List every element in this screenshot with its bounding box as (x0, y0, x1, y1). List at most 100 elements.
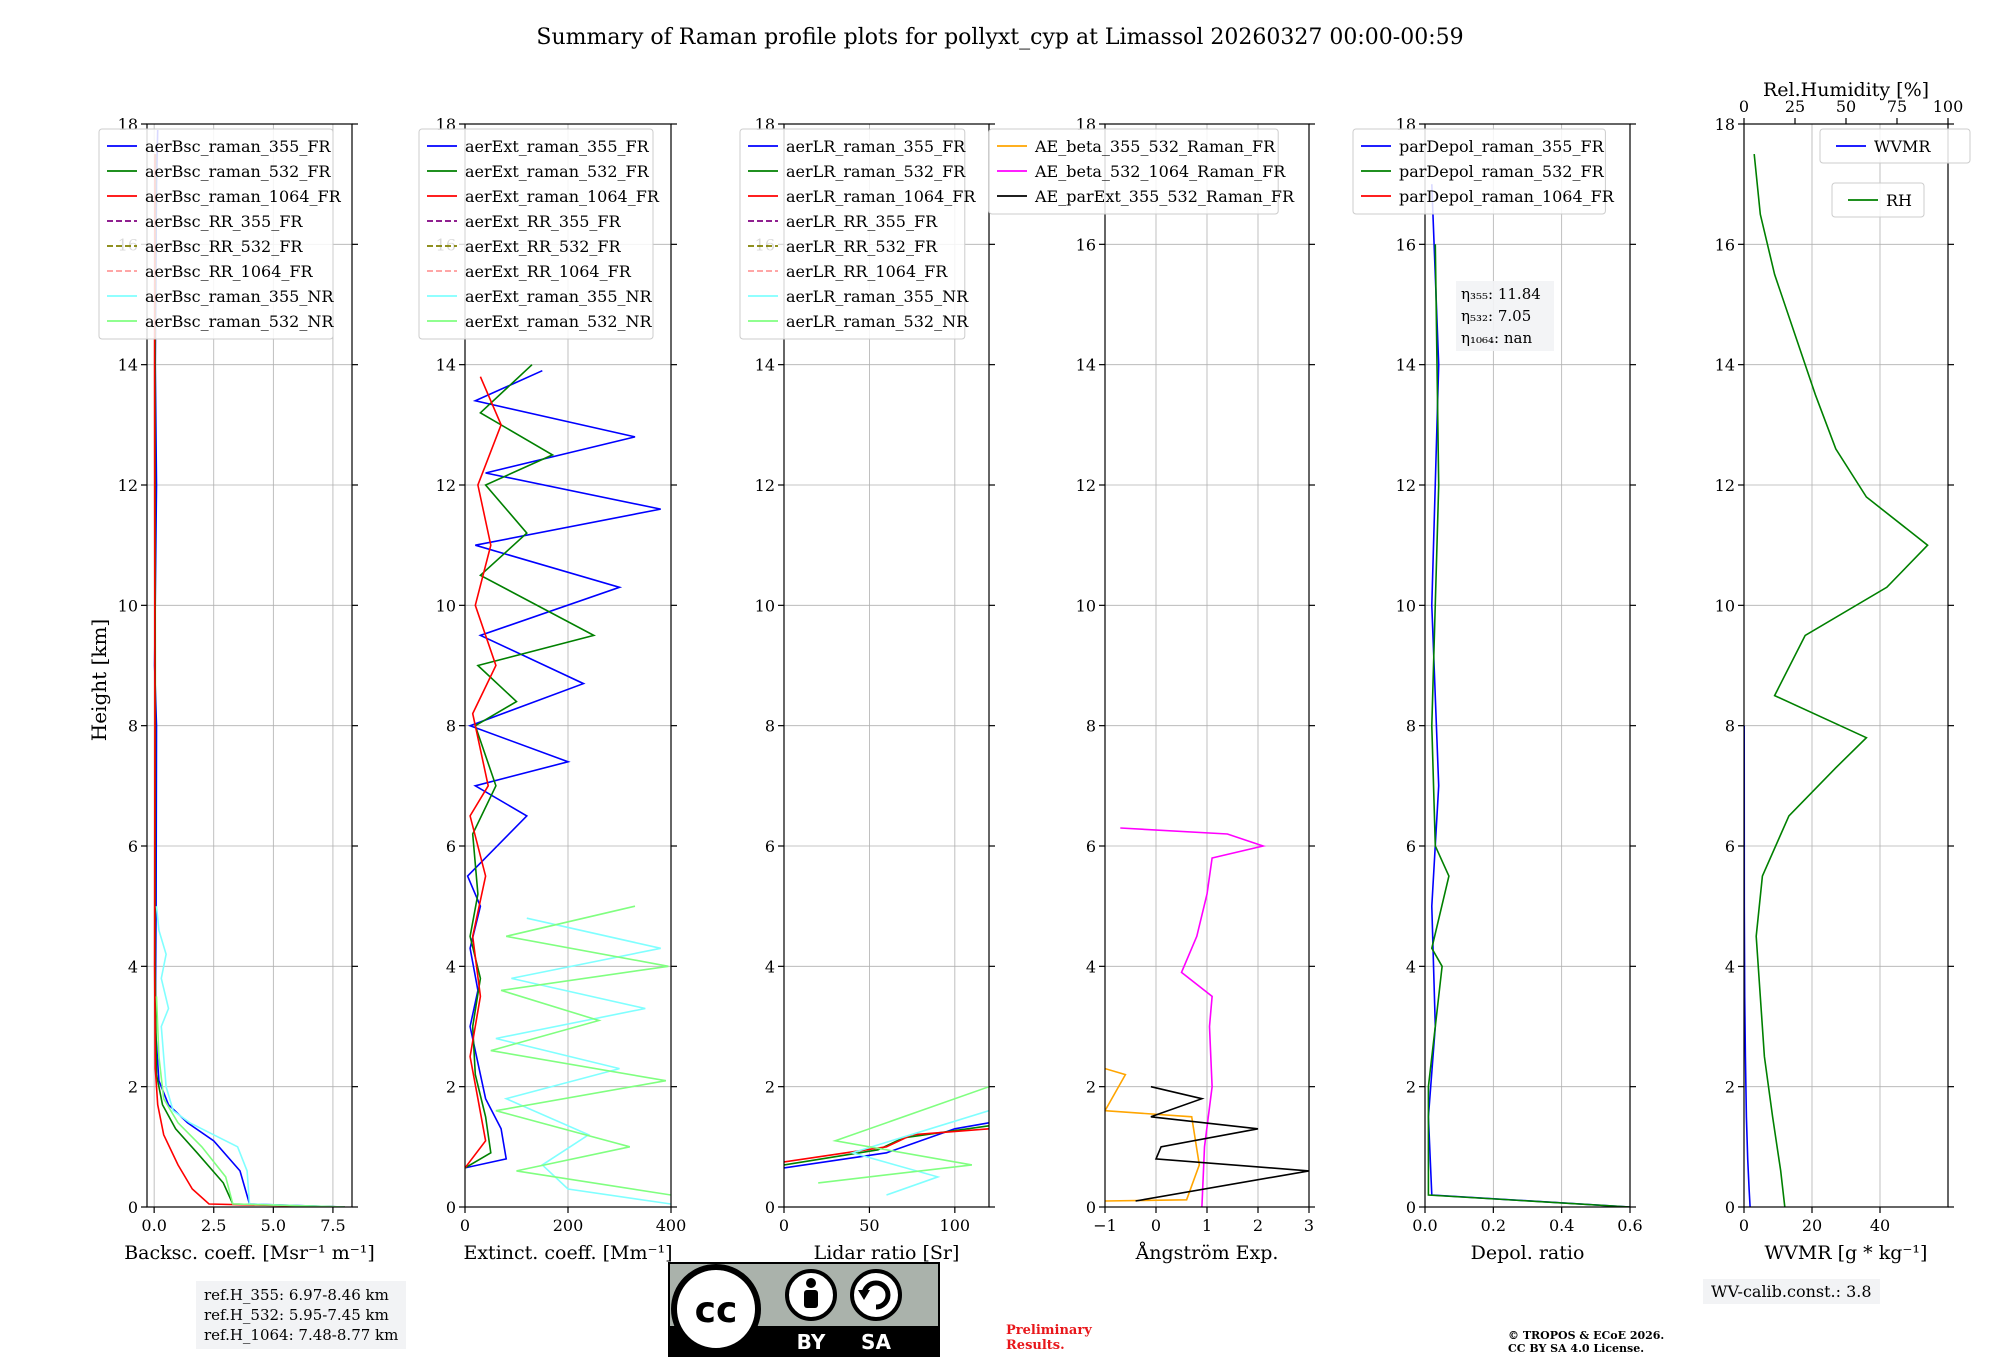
legend-label: aerBsc_raman_532_NR (145, 312, 334, 331)
legend-label: aerLR_RR_532_FR (786, 237, 938, 256)
ref-height-355: ref.H_355: 6.97-8.46 km (204, 1286, 389, 1304)
y-tick-label: 2 (1406, 1078, 1416, 1097)
y-tick-label: 4 (446, 957, 456, 976)
y-tick-label: 4 (1086, 957, 1096, 976)
y-tick-label: 2 (1725, 1078, 1735, 1097)
legend: aerLR_raman_355_FR aerLR_raman_532_FR aerL… (739, 128, 976, 340)
y-tick-label: 14 (436, 356, 456, 375)
x-tick-label: 2.5 (201, 1216, 226, 1235)
series-line-ae-beta-532-1064-raman-fr (1120, 827, 1267, 1207)
series-line-pardepol-raman-355-fr (1427, 184, 1630, 1207)
legend-label: aerExt_raman_355_NR (465, 287, 653, 306)
legend: AE_beta_355_532_Raman_FR AE_beta_532_1064… (988, 128, 1295, 215)
x-tick-label: 20 (1802, 1216, 1822, 1235)
preliminary-line-2: Results. (1006, 1338, 1065, 1353)
sa-share-icon (850, 1269, 902, 1321)
eta-value: η₅₃₂: 7.05 (1461, 307, 1531, 325)
x-axis-label: Lidar ratio [Sr] (814, 1242, 960, 1264)
x-tick-label: 50 (859, 1216, 879, 1235)
legend-label: AE_parExt_355_532_Raman_FR (1034, 187, 1295, 206)
reference-height-box: ref.H_355: 6.97-8.46 km ref.H_532: 5.95-… (196, 1281, 407, 1349)
legend-box-wvmr (1819, 128, 1971, 164)
series-line-pardepol-raman-532-fr (1427, 244, 1630, 1207)
y-tick-label: 8 (765, 717, 775, 736)
x-tick-label: 0.0 (141, 1216, 166, 1235)
y-tick-label: 12 (436, 476, 456, 495)
x-tick-label: 3 (1304, 1216, 1314, 1235)
wv-calibration-box: WV-calib.const.: 3.8 (1703, 1279, 1880, 1304)
y-tick-label: 10 (1076, 596, 1096, 615)
series-line-aerext-raman-355-nr (495, 917, 671, 1205)
y-tick-label: 10 (118, 596, 138, 615)
x-tick-label: 40 (1870, 1216, 1890, 1235)
series-line-aerbsc-raman-1064-fr (153, 154, 345, 1207)
legend-label: parDepol_raman_355_FR (1399, 137, 1605, 156)
eta-value: η₃₅₅: 11.84 (1461, 285, 1541, 303)
preliminary-results-note: Preliminary Results. (1006, 1323, 1092, 1353)
eta-value: η₁₀₆₄: nan (1461, 329, 1532, 347)
series-line-aerext-raman-532-fr (465, 364, 596, 1169)
y-tick-label: 16 (1715, 235, 1735, 254)
legend-label: parDepol_raman_532_FR (1399, 162, 1605, 181)
y-tick-label: 6 (1725, 837, 1735, 856)
legend-label: parDepol_raman_1064_FR (1399, 187, 1615, 206)
top-x-tick-label: 50 (1836, 97, 1856, 116)
ref-height-1064: ref.H_1064: 7.48-8.77 km (204, 1326, 399, 1344)
x-tick-label: 0.4 (1549, 1216, 1574, 1235)
legend-label: WVMR (1874, 137, 1931, 156)
y-tick-label: 6 (128, 837, 138, 856)
x-tick-label: −1 (1093, 1216, 1117, 1235)
x-tick-label: 1 (1202, 1216, 1212, 1235)
x-tick-label: 5.0 (261, 1216, 286, 1235)
legend-label: aerBsc_raman_1064_FR (145, 187, 342, 206)
x-tick-label: 0 (460, 1216, 470, 1235)
series-line-aerbsc-raman-355-nr (155, 906, 345, 1207)
y-tick-label: 6 (1086, 837, 1096, 856)
series-line-aerext-raman-1064-fr (465, 376, 502, 1169)
y-tick-label: 18 (1715, 115, 1735, 134)
y-tick-label: 14 (755, 356, 775, 375)
ref-height-532: ref.H_532: 5.95-7.45 km (204, 1306, 389, 1324)
y-tick-label: 16 (1076, 235, 1096, 254)
series-line-aerlr-raman-1064-fr (784, 1128, 989, 1163)
y-tick-label: 10 (436, 596, 456, 615)
x-axis-label: Depol. ratio (1471, 1242, 1585, 1264)
legend: WVMR RH (1819, 128, 1971, 218)
y-tick-label: 12 (755, 476, 775, 495)
x-tick-label: 7.5 (320, 1216, 345, 1235)
legend-box (739, 128, 966, 340)
series-line-aerbsc-raman-532-nr (155, 996, 345, 1207)
cc-logo-icon (671, 1264, 761, 1354)
x-tick-label: 0 (779, 1216, 789, 1235)
top-x-tick-label: 75 (1887, 97, 1907, 116)
x-axis-label: Extinct. coeff. [Mm⁻¹] (463, 1242, 672, 1264)
y-tick-label: 14 (1396, 356, 1416, 375)
preliminary-line-1: Preliminary (1006, 1323, 1092, 1338)
figure-title: Summary of Raman profile plots for polly… (536, 25, 1463, 50)
x-tick-label: 0.0 (1412, 1216, 1437, 1235)
y-tick-label: 6 (446, 837, 456, 856)
legend-label: aerBsc_raman_355_NR (145, 287, 334, 306)
x-axis-label: Backsc. coeff. [Msr⁻¹ m⁻¹] (124, 1242, 375, 1264)
legend: aerExt_raman_355_FR aerExt_raman_532_FRae… (418, 128, 660, 340)
y-tick-label: 4 (765, 957, 775, 976)
y-tick-label: 0 (446, 1198, 456, 1217)
x-tick-label: 0.2 (1481, 1216, 1506, 1235)
cc-by-sa-license-badge: cc BY SA (668, 1262, 940, 1357)
series-line-ae-beta-355-532-raman-fr (1105, 1067, 1201, 1202)
plot-frame (1424, 123, 1631, 1208)
top-x-tick-label: 25 (1785, 97, 1805, 116)
legend-label: aerLR_raman_1064_FR (786, 187, 976, 206)
copyright-line-1: © TROPOS & ECoE 2026. (1508, 1329, 1665, 1342)
y-tick-label: 0 (1406, 1198, 1416, 1217)
legend-label: aerExt_raman_355_FR (465, 137, 650, 156)
cc-logo-text: cc (695, 1290, 738, 1331)
x-tick-label: 200 (553, 1216, 584, 1235)
legend: aerBsc_raman_355_FR aerBsc_raman_532_FRae… (98, 128, 342, 340)
x-tick-label: 100 (940, 1216, 971, 1235)
legend-label: aerLR_raman_355_NR (786, 287, 969, 306)
legend-label: aerExt_RR_1064_FR (465, 262, 632, 281)
